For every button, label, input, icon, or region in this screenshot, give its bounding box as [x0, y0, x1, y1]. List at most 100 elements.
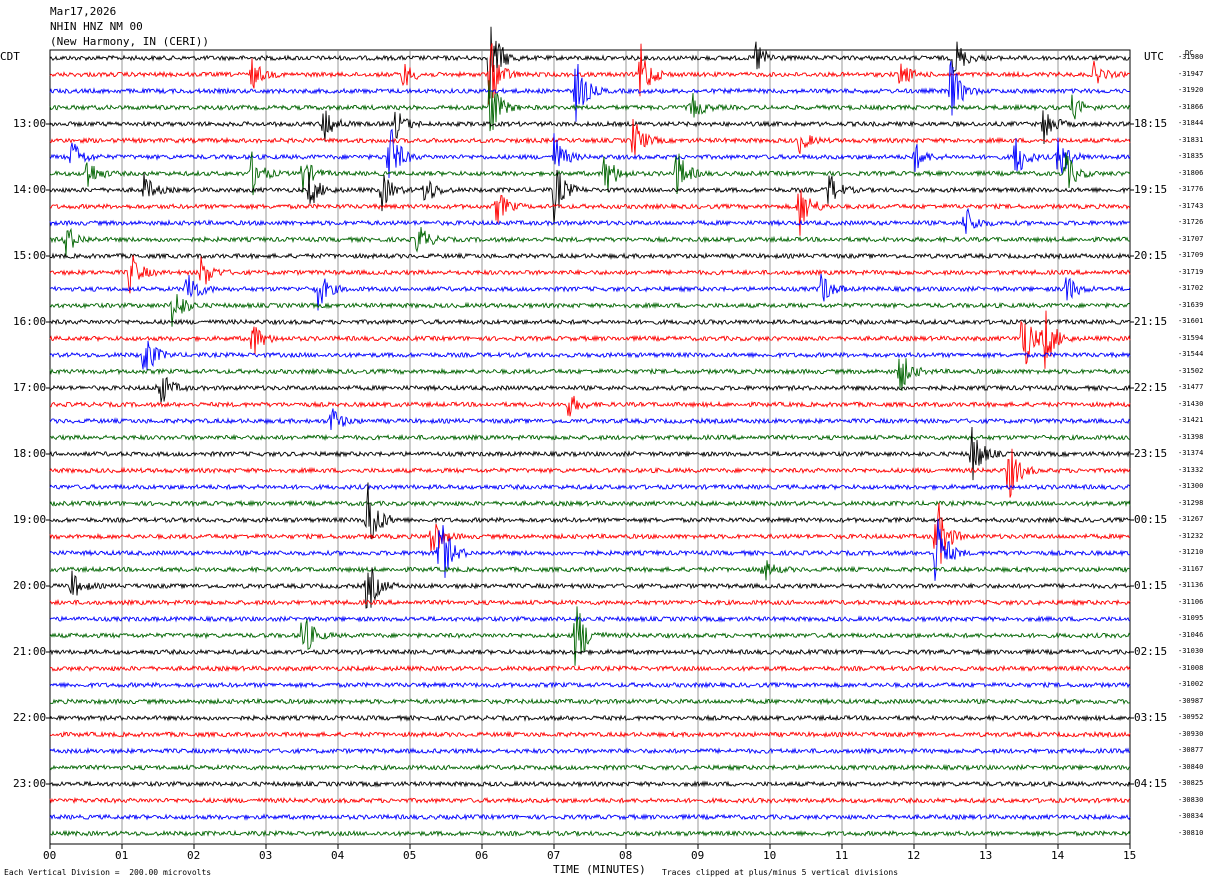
plot-frame: [49, 49, 1131, 845]
cdt-hour-label: 17:00: [13, 381, 47, 394]
utc-hour-label: 23:15: [1134, 447, 1168, 460]
station-location: (New Harmony, IN (CERI)): [50, 35, 209, 48]
left-timezone-label: CDT: [0, 50, 20, 63]
dc-offset-label: -31430: [1178, 399, 1204, 408]
trace-row: [49, 255, 1131, 294]
x-tick-label: 13: [979, 849, 993, 862]
trace-row: [49, 227, 1131, 256]
utc-hour-label: 01:15: [1134, 579, 1168, 592]
trace-row: [49, 189, 1131, 236]
cdt-hour-label: 22:00: [13, 711, 47, 724]
dc-offset-label: -31502: [1178, 366, 1204, 375]
cdt-hour-label: 19:00: [13, 513, 47, 526]
trace-row: [49, 80, 1131, 132]
dc-offset-label: -31776: [1178, 185, 1204, 193]
x-tick-label: 14: [1051, 849, 1065, 862]
dc-offset-label: -31095: [1178, 614, 1204, 622]
utc-hour-label: 03:15: [1134, 711, 1168, 724]
dc-offset-label: -30834: [1178, 812, 1204, 820]
trace-row: [49, 648, 1131, 656]
trace-row: [49, 697, 1131, 706]
dc-offset-label: -31601: [1178, 317, 1204, 325]
cdt-hour-label: 13:00: [13, 117, 47, 130]
dc-offset-label: -30952: [1178, 713, 1204, 721]
trace-row: [49, 763, 1131, 772]
trace-row: [49, 714, 1131, 722]
x-tick-label: 05: [403, 849, 417, 862]
trace-row: [49, 567, 1131, 609]
dc-offset-label: -31298: [1178, 498, 1204, 507]
trace-row: [49, 433, 1131, 442]
x-tick-label: 03: [259, 849, 273, 862]
trace-row: [49, 730, 1131, 739]
dc-offset-label: -31707: [1178, 234, 1204, 243]
dc-offset-label: -31594: [1178, 333, 1204, 342]
dc-offset-label: -30840: [1178, 762, 1204, 771]
dc-offset-label: -31136: [1178, 581, 1204, 589]
x-tick-label: 10: [763, 849, 777, 862]
dc-offset-label: -31046: [1178, 630, 1204, 639]
dc-offset-label: -30930: [1178, 729, 1204, 738]
trace-row: [49, 118, 1131, 156]
trace-row: [49, 110, 1131, 145]
dc-offset-label: -31477: [1178, 383, 1204, 391]
x-tick-label: 09: [691, 849, 705, 862]
dc-offset-label: -30987: [1178, 696, 1204, 705]
utc-hour-label: 18:15: [1134, 117, 1168, 130]
chart-date: Mar17,2026: [50, 5, 117, 18]
trace-row: [49, 340, 1131, 371]
x-tick-label: 01: [115, 849, 129, 862]
dc-offset-label: -30810: [1178, 828, 1204, 837]
dc-offset-label: -31702: [1178, 284, 1204, 292]
dc-offset-label: -31709: [1178, 251, 1204, 259]
dc-offset-label: -31210: [1178, 548, 1204, 556]
trace-row: [49, 426, 1131, 481]
trace-row: [49, 310, 1131, 369]
cdt-hour-label: 23:00: [13, 777, 47, 790]
dc-offset-label: -31002: [1178, 680, 1204, 688]
dc-offset-label: -31374: [1178, 449, 1204, 457]
trace-row: [49, 483, 1131, 491]
dc-offset-label: -31719: [1178, 267, 1204, 276]
dc-offset-label: -31167: [1178, 564, 1204, 573]
x-tick-label: 04: [331, 849, 345, 862]
trace-row: [49, 395, 1131, 417]
right-timezone-label: UTC: [1144, 50, 1164, 63]
trace-row: [49, 151, 1131, 196]
utc-hour-label: 02:15: [1134, 645, 1168, 658]
trace-row: [49, 796, 1131, 805]
clip-note: Traces clipped at plus/minus 5 vertical …: [662, 868, 899, 877]
dc-offset-label: -31920: [1178, 86, 1204, 94]
dc-offset-label: -30877: [1178, 746, 1204, 754]
dc-offset-label: -31008: [1178, 663, 1204, 672]
x-tick-label: 11: [835, 849, 849, 862]
trace-row: [49, 408, 1131, 431]
dc-offset-label: -31332: [1178, 465, 1204, 474]
utc-hour-label: 19:15: [1134, 183, 1168, 196]
trace-row: [49, 598, 1131, 607]
trace-row: [49, 518, 1130, 581]
dc-offset-label: -31106: [1178, 597, 1204, 606]
scale-note: Each Vertical Division = 200.00 microvol…: [4, 868, 212, 877]
trace-row: [49, 606, 1131, 666]
dc-offset-label: -30825: [1178, 779, 1204, 787]
dc-offset-label: -31398: [1178, 432, 1204, 441]
dc-offset-label: -31421: [1178, 416, 1204, 424]
trace-row: [49, 615, 1131, 623]
utc-hour-label: 21:15: [1134, 315, 1168, 328]
cdt-hour-label: 14:00: [13, 183, 47, 196]
dc-offset-label: -31267: [1178, 515, 1204, 523]
trace-row: [49, 60, 1131, 122]
dc-offset-label: -31030: [1178, 647, 1204, 655]
trace-row: [49, 747, 1131, 755]
x-tick-label: 07: [547, 849, 561, 862]
trace-row: [49, 813, 1131, 821]
trace-row: [49, 26, 1131, 99]
dc-offset-label: -31947: [1178, 69, 1204, 78]
trace-row: [49, 294, 1131, 327]
dc-offset-label: -31232: [1178, 531, 1204, 540]
dc-offset-label: -31831: [1178, 135, 1204, 144]
trace-row: [49, 681, 1131, 689]
x-tick-label: 08: [619, 849, 633, 862]
